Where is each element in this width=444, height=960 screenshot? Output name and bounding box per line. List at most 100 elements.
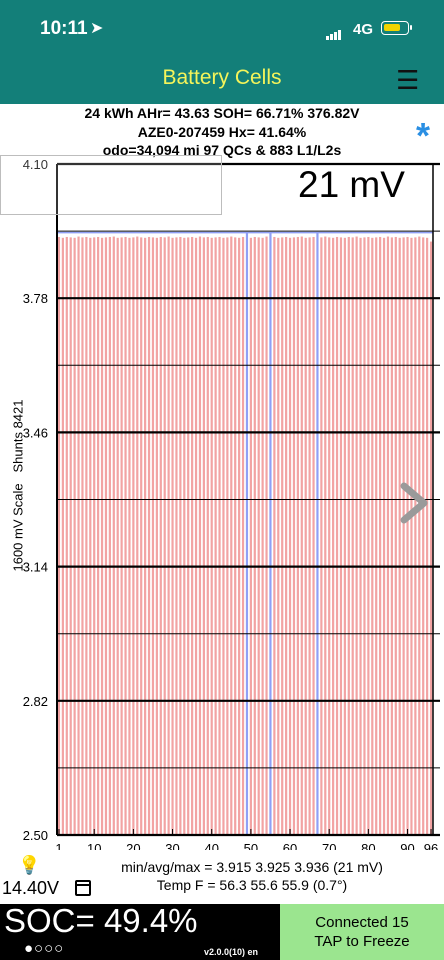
- bar-cell-19: [128, 237, 131, 835]
- bar-cell-86: [390, 237, 393, 835]
- calendar-icon[interactable]: [75, 880, 91, 896]
- bar-cell-17: [120, 237, 123, 835]
- bar-cell-93: [418, 236, 421, 835]
- network-type: 4G: [353, 21, 374, 38]
- bar-cell-92: [414, 237, 417, 835]
- x-tick-label: 40: [204, 841, 218, 850]
- bar-cell-69: [324, 236, 327, 835]
- bar-cell-4: [69, 237, 72, 835]
- bar-cell-55: [269, 232, 272, 836]
- bar-cell-50: [249, 237, 252, 835]
- info-box: [0, 155, 222, 215]
- y-tick-label: 2.82: [23, 694, 48, 709]
- bar-cell-47: [238, 237, 241, 835]
- soc-value: SOC= 49.4%: [4, 902, 198, 939]
- x-tick-label: 96: [424, 841, 438, 850]
- bar-cell-22: [140, 237, 143, 835]
- bar-cell-91: [410, 237, 413, 835]
- bar-cell-13: [104, 237, 108, 835]
- min-avg-max: min/avg/max = 3.915 3.925 3.936 (21 mV): [121, 859, 383, 875]
- bar-cell-52: [257, 237, 260, 835]
- bar-cell-75: [347, 236, 350, 835]
- bar-cell-23: [144, 237, 147, 835]
- bar-cell-72: [335, 236, 339, 835]
- bar-cell-70: [328, 237, 331, 835]
- bar-cell-16: [116, 237, 119, 835]
- bar-cell-21: [136, 236, 139, 835]
- bar-cell-85: [386, 236, 390, 835]
- bar-cell-26: [155, 237, 158, 835]
- bar-cell-7: [81, 237, 84, 835]
- bar-cell-96: [429, 241, 433, 836]
- bar-cell-73: [339, 237, 343, 835]
- bar-cell-14: [108, 236, 111, 835]
- bar-cell-38: [202, 237, 205, 835]
- bar-cell-57: [277, 237, 280, 835]
- y-tick-label: 4.10: [23, 157, 48, 172]
- hamburger-icon[interactable]: ☰: [396, 65, 420, 95]
- bar-cell-51: [253, 236, 256, 835]
- bar-cell-5: [73, 237, 76, 835]
- battery-icon: [381, 21, 412, 35]
- bar-cell-34: [187, 237, 190, 835]
- asterisk-icon[interactable]: *: [416, 115, 431, 156]
- bar-cell-89: [402, 237, 405, 835]
- signal-icon: [326, 22, 342, 40]
- summary-line-3: odo=34,094 mi 97 QCs & 883 L1/L2s: [102, 142, 342, 158]
- chevron-right-icon[interactable]: [400, 482, 428, 524]
- location-arrow-icon: ➤: [90, 20, 104, 37]
- bar-cell-9: [89, 237, 92, 835]
- bar-cell-68: [320, 237, 323, 835]
- bar-cell-74: [343, 237, 346, 835]
- bar-cell-67: [316, 232, 319, 836]
- bar-cell-88: [398, 237, 401, 835]
- bar-cell-30: [171, 237, 174, 835]
- bar-cell-43: [222, 237, 225, 835]
- bar-cell-95: [426, 237, 429, 835]
- lightbulb-icon[interactable]: 💡: [18, 855, 41, 875]
- bar-cell-62: [296, 236, 299, 835]
- bar-cell-58: [281, 237, 284, 835]
- freeze-hint: TAP to Freeze: [314, 933, 410, 950]
- bar-cell-29: [167, 236, 170, 835]
- bar-cell-24: [147, 236, 151, 835]
- bar-cell-84: [382, 237, 386, 835]
- bar-cell-8: [85, 236, 88, 835]
- bar-cell-61: [292, 237, 296, 835]
- bar-cell-20: [132, 237, 135, 835]
- voltage-spread: 21 mV: [298, 164, 405, 205]
- cell-voltage-chart[interactable]: 4.10 3.78 3.46 3.14 2.82 2.50 1 10 20 30 40 50 60 70 8…: [0, 150, 444, 850]
- bar-cell-15: [112, 236, 115, 835]
- bar-cell-44: [226, 237, 229, 835]
- bar-cell-39: [206, 236, 209, 835]
- bar-cell-32: [179, 236, 182, 835]
- bar-cell-36: [194, 237, 198, 835]
- summary-line-2: AZE0-207459 Hx= 41.64%: [137, 123, 307, 140]
- version-label: v2.0.0(10) en: [204, 947, 259, 957]
- bar-cell-35: [191, 236, 194, 835]
- y-tick-label: 2.50: [23, 828, 48, 843]
- bar-cell-25: [151, 237, 155, 835]
- bar-cell-18: [124, 236, 127, 835]
- bar-cell-63: [300, 236, 303, 835]
- bar-cell-6: [77, 236, 80, 835]
- bar-cell-28: [163, 237, 166, 835]
- x-tick-label: 20: [126, 841, 140, 850]
- bar-cell-48: [241, 236, 245, 835]
- y-tick-label: 3.46: [23, 425, 48, 440]
- summary-line-1: 24 kWh AHr= 43.63 SOH= 66.71% 376.82V: [84, 105, 360, 121]
- bar-cell-49: [245, 232, 249, 836]
- bar-cell-80: [367, 236, 370, 835]
- bar-cell-64: [304, 237, 307, 835]
- freeze-button[interactable]: Connected 15 TAP to Freeze: [280, 904, 444, 960]
- bar-cell-45: [230, 236, 233, 835]
- page-indicator[interactable]: ●○○○: [24, 940, 65, 957]
- bar-cell-94: [422, 237, 425, 835]
- bar-cell-11: [97, 236, 100, 835]
- x-tick-label: 60: [283, 841, 297, 850]
- bar-cell-3: [65, 236, 68, 835]
- bar-cell-54: [265, 236, 268, 835]
- x-tick-label: 80: [361, 841, 375, 850]
- page-title: Battery Cells: [162, 66, 282, 89]
- x-tick-label: 10: [87, 841, 101, 850]
